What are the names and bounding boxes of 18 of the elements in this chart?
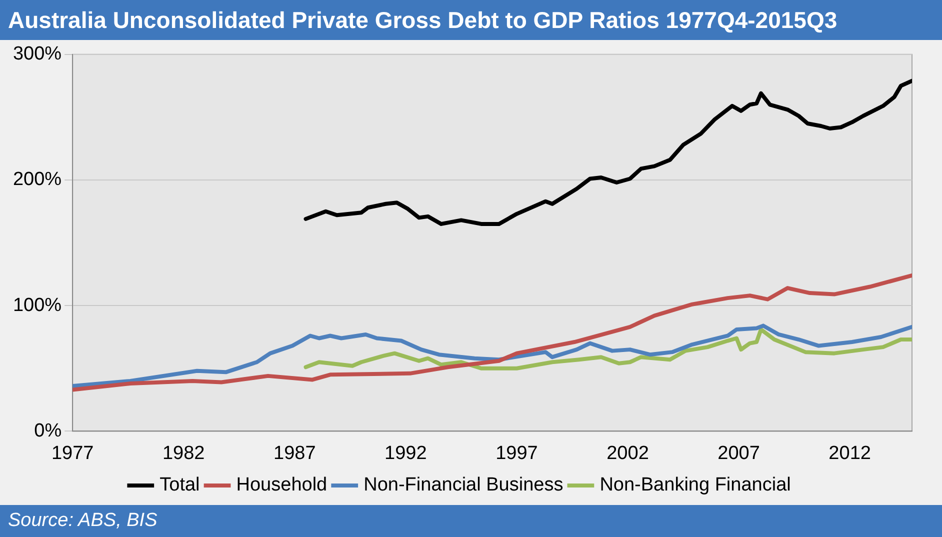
x-tick-label: 1982 (162, 442, 205, 464)
x-tick-label: 1977 (51, 442, 94, 464)
chart-title: Australia Unconsolidated Private Gross Debt to GDP Ratios 1977Q4-2015Q3 (0, 0, 942, 40)
legend-label: Non-Financial Business (364, 474, 564, 496)
legend-label: Total (160, 474, 200, 496)
legend-label: Non-Banking Financial (600, 474, 791, 496)
legend-label: Household (236, 474, 328, 496)
x-tick-label: 1987 (274, 442, 316, 464)
x-tick-label: 1997 (496, 442, 538, 464)
y-tick-label: 0% (34, 420, 62, 442)
y-tick-label: 100% (12, 294, 62, 316)
source-note: Source: ABS, BIS (0, 505, 942, 537)
x-tick-label: 2007 (718, 442, 760, 464)
x-tick-label: 2002 (606, 442, 649, 464)
y-tick-label: 300% (12, 44, 62, 65)
y-tick-label: 200% (12, 169, 62, 190)
x-tick-label: 2012 (828, 442, 871, 464)
x-tick-label: 1992 (384, 442, 427, 464)
